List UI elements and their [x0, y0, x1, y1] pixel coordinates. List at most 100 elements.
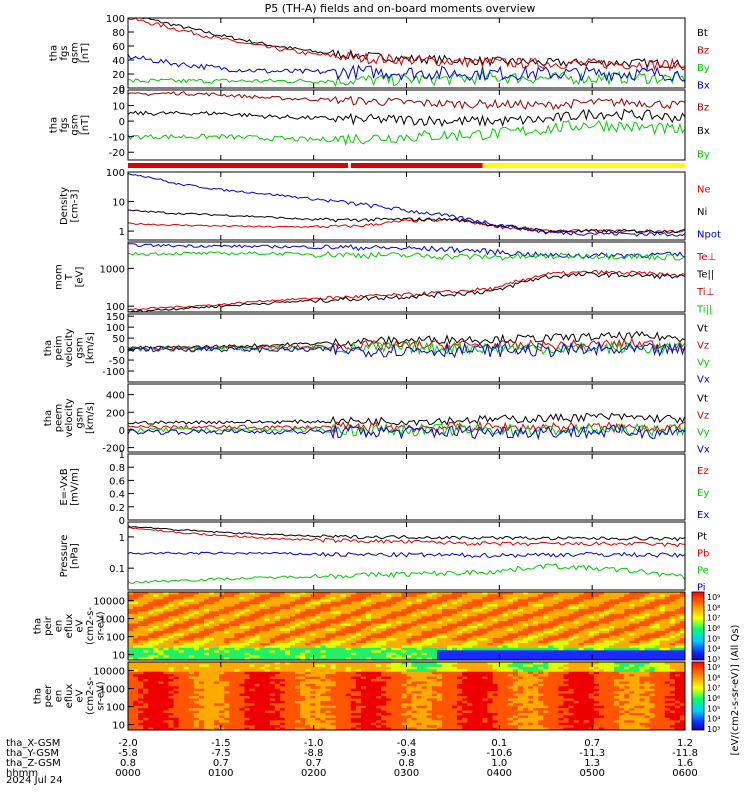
spectrogram-cell	[234, 635, 240, 639]
spectrogram-cell	[588, 596, 595, 600]
spectrogram-cell	[340, 676, 347, 680]
spectrogram-cell	[669, 618, 676, 622]
spectrogram-cell	[654, 655, 661, 658]
spectrogram-cell	[188, 676, 195, 680]
spectrogram-cell	[203, 676, 210, 680]
spectrogram-cell	[406, 727, 412, 731]
spectrogram-cell	[188, 613, 195, 617]
spectrogram-cell	[350, 686, 357, 690]
spectrogram-cell	[350, 640, 357, 644]
spectrogram-cell	[563, 609, 569, 612]
spectrogram-cell	[290, 635, 296, 639]
spectrogram-cell	[401, 686, 407, 690]
spectrogram-cell	[254, 666, 261, 670]
spectrogram-cell	[284, 626, 291, 629]
spectrogram-cell	[249, 674, 255, 677]
spectrogram-cell	[639, 621, 645, 624]
spectrogram-cell	[365, 708, 372, 711]
spectrogram-cell	[360, 616, 367, 620]
spectrogram-cell	[512, 633, 519, 637]
spectrogram-cell	[654, 643, 661, 646]
spectrogram-cell	[300, 693, 306, 697]
spectrogram-cell	[254, 638, 261, 641]
spectrogram-cell	[274, 710, 281, 714]
spectrogram-cell	[553, 611, 559, 615]
spectrogram-cell	[543, 638, 549, 641]
spectrogram-cell	[295, 645, 301, 649]
spectrogram-cell	[274, 669, 281, 673]
spectrogram-cell	[153, 681, 159, 685]
spectrogram-cell	[644, 655, 650, 658]
spectrogram-cell	[492, 633, 499, 637]
spectrogram-cell	[249, 671, 255, 675]
spectrogram-cell	[507, 592, 514, 595]
spectrogram-cell	[219, 628, 225, 632]
spectrogram-cell	[538, 638, 544, 641]
spectrogram-cell	[391, 722, 397, 726]
spectrogram-cell	[279, 616, 286, 620]
spectrogram-cell	[330, 652, 337, 656]
spectrogram-cell	[381, 626, 387, 629]
spectrogram-cell	[279, 606, 286, 610]
spectrogram-cell	[371, 693, 377, 697]
spectrogram-cell	[269, 633, 276, 637]
spectrogram-cell	[426, 643, 433, 646]
spectrogram-cell	[507, 613, 514, 617]
y-axis-label: [cm-3]	[69, 189, 80, 222]
spectrogram-cell	[487, 638, 493, 641]
spectrogram-cell	[563, 635, 569, 639]
spectrogram-cell	[649, 596, 656, 600]
spectrogram-cell	[315, 592, 321, 595]
spectrogram-cell	[183, 628, 190, 632]
spectrogram-cell	[350, 630, 357, 634]
spectrogram-cell	[188, 604, 195, 607]
spectrogram-cell	[553, 640, 559, 644]
spectrogram-cell	[244, 657, 250, 661]
spectrogram-cell	[619, 606, 625, 610]
spectrogram-cell	[173, 669, 180, 673]
spectrogram-cell	[295, 705, 301, 709]
spectrogram-cell	[528, 613, 534, 617]
spectrogram-cell	[269, 611, 276, 615]
spectrogram-cell	[457, 604, 463, 607]
spectrogram-cell	[234, 693, 240, 697]
spectrogram-cell	[274, 674, 281, 677]
spectrogram-cell	[487, 599, 493, 603]
spectrogram-cell	[365, 628, 372, 632]
spectrogram-cell	[401, 601, 407, 605]
spectrogram-cell	[431, 592, 438, 595]
spectrogram-cell	[239, 635, 245, 639]
spectrogram-cell	[158, 604, 164, 607]
spectrogram-cell	[269, 717, 276, 721]
spectrogram-cell	[290, 592, 296, 595]
spectrogram-cell	[198, 720, 205, 724]
spectrogram-cell	[391, 688, 397, 692]
spectrogram-cell	[234, 681, 240, 685]
spectrogram-cell	[614, 630, 620, 634]
spectrogram-cell	[543, 592, 549, 595]
spectrogram-cell	[229, 713, 235, 716]
spectrogram-cell	[452, 601, 458, 605]
spectrogram-cell	[416, 618, 423, 622]
series-ni	[128, 209, 686, 234]
spectrogram-cell	[229, 671, 235, 675]
spectrogram-cell	[583, 640, 590, 644]
spectrogram-cell	[583, 606, 590, 610]
spectrogram-cell	[158, 609, 164, 612]
spectrogram-cell	[365, 635, 372, 639]
spectrogram-cell	[224, 688, 230, 692]
spectrogram-cell	[371, 613, 377, 617]
spectrogram-cell	[634, 628, 640, 632]
spectrogram-cell	[234, 652, 240, 656]
spectrogram-cell	[355, 647, 362, 651]
spectrogram-cell	[467, 652, 473, 656]
spectrogram-cell	[507, 616, 514, 620]
spectrogram-cell	[259, 613, 266, 617]
y-tick-label: 100	[106, 14, 125, 25]
spectrogram-cell	[598, 613, 605, 617]
spectrogram-cell	[153, 626, 159, 629]
spectrogram-cell	[209, 601, 215, 605]
spectrogram-cell	[234, 676, 240, 680]
spectrogram-cell	[148, 623, 154, 627]
